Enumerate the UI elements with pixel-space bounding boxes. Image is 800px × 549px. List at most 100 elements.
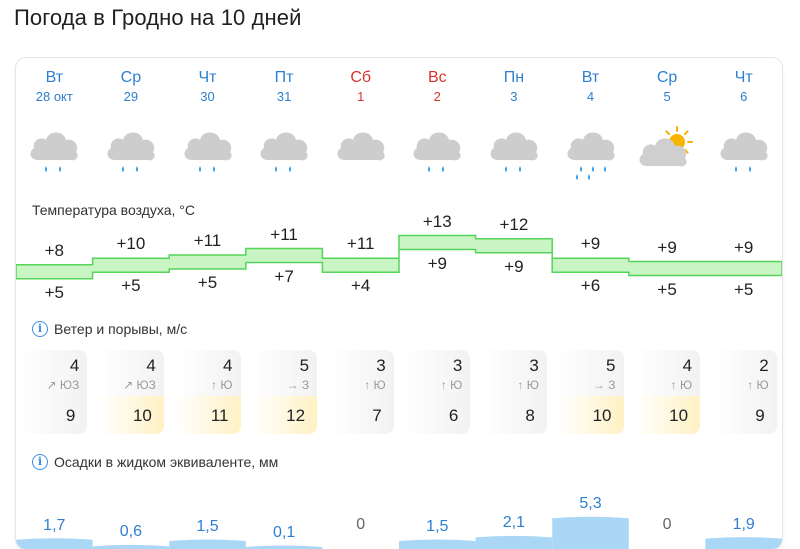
day-name: Вс [427,69,447,86]
day-date: 5 [663,89,671,104]
day-name: Ср [656,69,678,86]
day-date: 4 [586,89,595,104]
max-temperature: +10 [116,234,146,254]
page-title: Погода в Гродно на 10 дней [14,5,302,30]
wind-speed-bg [557,350,624,396]
day-date: 31 [276,89,292,104]
rain-cloud-icon [30,132,78,172]
precipitation-bar [245,545,323,549]
wind-cell[interactable]: 3 ↑ Ю 8 [480,350,547,434]
day-date: 1 [357,89,365,104]
min-temperature: +5 [733,279,754,299]
min-temperature: +7 [274,266,294,286]
wind-cell[interactable]: 5 → З 10 [557,350,624,434]
day-header[interactable]: Чт 30 [169,68,246,106]
day-header[interactable]: Вт 28 окт [16,68,93,106]
wind-speed-bg [634,350,701,396]
wind-gust: 12 [286,406,306,425]
precipitation-bar [16,538,93,549]
wind-speed-bg [174,350,241,396]
precipitation-bar [705,537,782,549]
temperature-band [16,234,782,280]
day-header[interactable]: Ср 29 [93,68,170,106]
day-date: 30 [200,89,215,104]
wind-gust-bg [327,396,394,434]
precip-section-label: i Осадки в жидком эквиваленте, мм [32,454,278,470]
day-date: 2 [433,89,441,104]
wind-section-label: i Ветер и порывы, м/с [32,321,187,337]
precipitation-row: 1,7 0,6 1,5 0,1 0 1,5 2,1 5,3 0 1,9 [16,458,782,549]
wind-speed: 4 [682,356,693,375]
day-date: 29 [123,89,139,104]
temperature-label: Температура воздуха, °C [32,202,195,218]
day-name: Вт [45,69,64,86]
wind-gust-bg [557,396,624,434]
wind-speed-bg [327,350,394,396]
rain-cloud-icon [260,132,308,172]
day-name: Чт [198,69,217,86]
wind-cell[interactable]: 4 ↑ Ю 11 [174,350,241,434]
wind-speed: 3 [376,356,386,375]
temperature-values: +8 +5 +10 +5 +11 +5 +11 +7 +11 +4 +13 +9 +12 +9 +9 +6 +9… [16,212,782,308]
day-header[interactable]: Вт 4 [552,68,629,106]
wind-direction: ↑ Ю [747,378,769,392]
wind-cell[interactable]: 2 ↑ Ю 9 [710,350,777,434]
day-date: 3 [510,89,518,104]
precipitation-bar [475,535,553,549]
precipitation-bar [92,544,170,549]
max-temperature: +13 [422,211,452,231]
wind-speed-bg [404,350,471,396]
wind-speed-bg [480,350,547,396]
wind-cell[interactable]: 4 ↑ Ю 10 [634,350,701,434]
max-temperature: +11 [346,234,375,254]
day-header[interactable]: Чт 6 [705,68,782,106]
max-temperature: +9 [733,237,754,257]
wind-gust: 9 [755,406,765,425]
wind-row: 4 ↗ ЮЗ 9 4 ↗ ЮЗ 10 4 ↑ Ю 11 5 → З 12 3 ↑ Ю 7 3 ↑ Ю 6 3 ↑ Ю 8… [16,350,782,440]
wind-speed: 2 [759,356,769,375]
min-temperature: +9 [427,253,447,273]
precipitation-bar [399,539,476,549]
wind-cell[interactable]: 3 ↑ Ю 6 [404,350,471,434]
min-temperature: +5 [121,276,141,296]
day-header[interactable]: Пт 31 [246,68,323,106]
wind-gust-bg [634,396,701,434]
day-header[interactable]: Пн 3 [476,68,553,106]
wind-cell[interactable]: 4 ↗ ЮЗ 9 [21,350,88,434]
max-temperature: +11 [193,231,222,250]
wind-speed-bg [97,350,164,396]
wind-cell[interactable]: 5 → З 12 [251,350,318,434]
wind-speed: 5 [299,356,310,375]
info-icon[interactable]: i [32,321,48,337]
wind-gust: 10 [132,406,152,425]
wind-gust-bg [480,396,547,434]
wind-label: Ветер и порывы, м/с [54,321,188,337]
wind-cell[interactable]: 4 ↗ ЮЗ 10 [97,350,164,434]
day-header[interactable]: Вс 2 [399,68,476,106]
day-header[interactable]: Ср 5 [629,68,706,106]
wind-direction: ↑ Ю [670,378,693,392]
rain-cloud-icon [490,132,538,172]
precipitation-value: 2,1 [502,514,526,532]
wind-direction: → З [286,378,310,392]
wind-speed: 3 [529,356,539,375]
wind-speed: 4 [223,356,233,375]
wind-direction: ↑ Ю [440,378,463,392]
day-name: Чт [734,69,753,86]
wind-speed: 3 [452,356,463,375]
wind-direction: ↑ Ю [517,378,539,392]
wind-speed: 4 [146,356,156,375]
precip-label: Осадки в жидком эквиваленте, мм [54,454,279,470]
day-header[interactable]: Сб 1 [322,68,399,106]
wind-gust: 8 [525,406,535,425]
wind-speed-bg [251,350,318,396]
wind-direction: ↑ Ю [364,378,386,392]
wind-cell[interactable]: 3 ↑ Ю 7 [327,350,394,434]
wind-gust: 10 [592,406,612,425]
info-icon[interactable]: i [32,454,48,470]
day-name: Пн [503,69,525,86]
wind-speed: 4 [69,356,80,375]
precipitation-chart [16,516,782,549]
precipitation-value: 5,3 [579,495,602,513]
wind-gust-bg [404,396,471,434]
